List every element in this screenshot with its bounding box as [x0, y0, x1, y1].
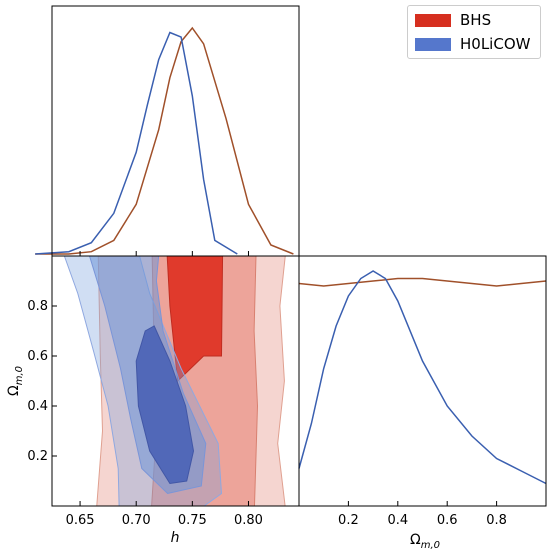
panel-h-marginal [51, 5, 300, 257]
h0licow-h-marginal-line [35, 31, 238, 255]
axis-labels: h Ωm,0 Ωm,0 [6, 366, 440, 549]
bhs-h-marginal-line [35, 26, 294, 255]
contour-regions [63, 256, 286, 506]
h-xtick-label: 0.75 [178, 513, 207, 528]
legend-label-h0licow: H0LiCOW [460, 35, 531, 53]
omega-xtick-label: 0.6 [437, 513, 458, 528]
omega-ytick-label: 0.2 [27, 449, 48, 464]
omega-xtick-label: 0.2 [338, 513, 359, 528]
marginal-curves [35, 26, 547, 485]
x-axis-label-omega: Ωm,0 [410, 532, 440, 549]
legend-label-bhs: BHS [460, 11, 492, 29]
bhs-omega-marginal-line [298, 277, 547, 287]
omega-ytick-label: 0.4 [27, 399, 48, 414]
h-xtick-label: 0.80 [234, 513, 263, 528]
omega-ytick-label: 0.6 [27, 349, 48, 364]
omega-xtick-label: 0.4 [387, 513, 408, 528]
panel-frames [51, 5, 547, 507]
h0licow-omega-marginal-line [298, 270, 547, 485]
omega-xtick-label: 0.8 [486, 513, 507, 528]
bhs-contour-1sigma [166, 256, 224, 383]
h-xtick-label: 0.70 [122, 513, 151, 528]
h-xtick-label: 0.65 [66, 513, 95, 528]
contour-clip-group [63, 256, 286, 506]
y-axis-label-omega: Ωm,0 [6, 366, 25, 396]
omega-ytick-label: 0.8 [27, 299, 48, 314]
panel-omega-marginal [298, 255, 547, 507]
legend-item-bhs: BHS [415, 10, 491, 30]
legend: BHS H0LiCOW [407, 5, 541, 59]
x-axis-label-h: h [171, 530, 180, 546]
h0licow-contour-1sigma [135, 325, 195, 485]
legend-swatch-h0licow [415, 37, 451, 51]
legend-item-h0licow: H0LiCOW [415, 34, 530, 54]
axis-ticks: 0.65 0.70 0.75 0.80 0.2 0.2 0.4 0.4 0.6 0.6 0.8 0.8 [27, 251, 507, 528]
legend-swatch-bhs [415, 13, 451, 27]
